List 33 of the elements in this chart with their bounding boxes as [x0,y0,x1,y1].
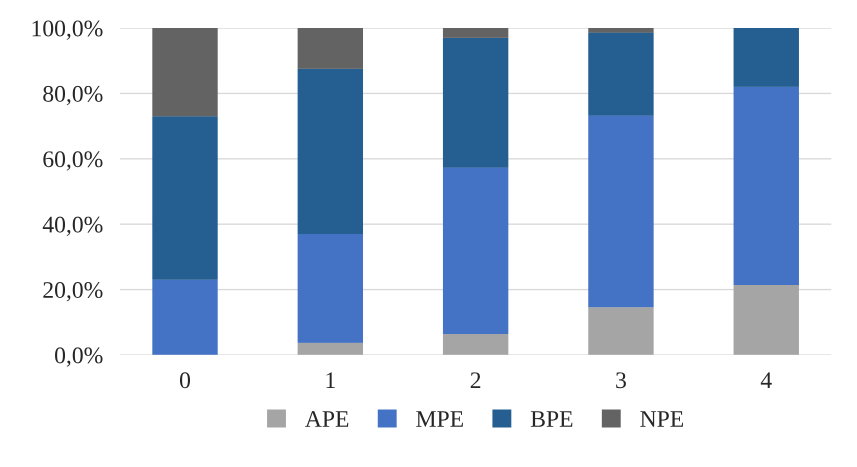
bar [588,307,654,355]
bar [442,334,508,355]
bar [442,38,508,168]
x-tick-label: 0 [180,372,190,388]
bar [588,28,654,33]
y-tick-label: 20,0% [43,282,103,302]
bar [734,284,799,355]
bar [152,28,218,116]
legend-label: MPE [416,411,463,427]
bar [298,234,364,343]
legend-label: BPE [530,411,572,427]
y-tick-label: 0,0% [55,347,103,367]
y-tick-label: 80,0% [43,86,103,106]
x-tick-label: 1 [326,372,335,388]
bar [442,28,508,38]
legend-label: APE [305,411,348,427]
bar [734,86,799,285]
y-tick-label: 40,0% [42,216,103,236]
x-tick-label: 3 [616,372,626,388]
bar [298,342,364,355]
y-tick-label: 100,0% [32,20,103,40]
bar [298,28,364,69]
x-tick-label: 4 [760,372,772,388]
bar [588,116,654,308]
legend-label: NPE [640,411,684,427]
bar [588,32,654,116]
bar [442,168,508,334]
bar [298,68,364,234]
x-tick-label: 2 [470,372,480,388]
bar [152,280,218,355]
bar [734,28,799,87]
y-tick-label: 60,0% [43,151,103,171]
bar [152,116,218,280]
